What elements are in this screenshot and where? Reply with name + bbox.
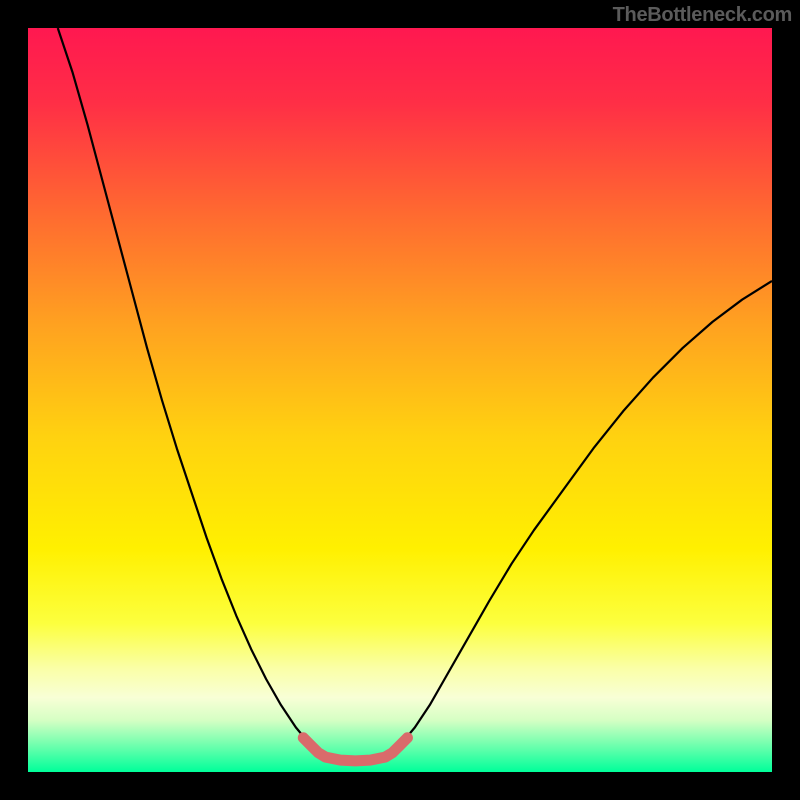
chart-container: { "watermark": { "text": "TheBottleneck.…: [0, 0, 800, 800]
bottleneck-curve: [58, 28, 772, 761]
optimal-range-highlight: [303, 738, 407, 761]
plot-area: [28, 28, 772, 772]
curve-layer: [28, 28, 772, 772]
watermark-label: TheBottleneck.com: [613, 4, 792, 27]
